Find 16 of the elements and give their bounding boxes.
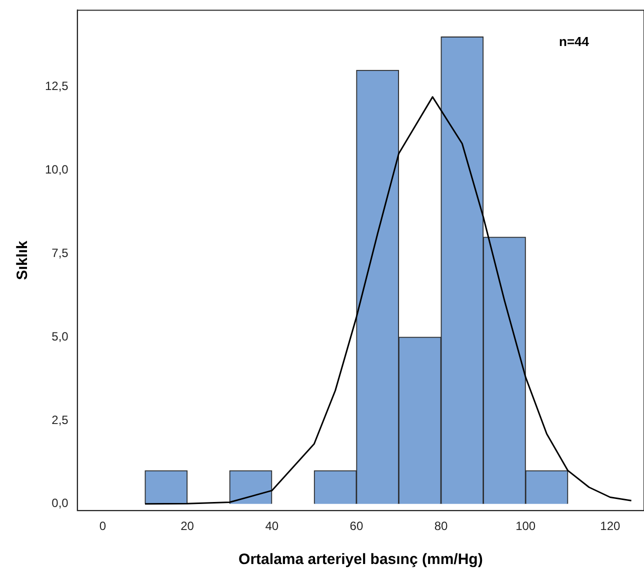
x-tick-label: 0 [99, 519, 106, 534]
x-tick-label: 80 [434, 519, 448, 534]
y-tick-label: 7,5 [52, 246, 69, 260]
x-tick-label: 60 [350, 519, 364, 534]
y-tick-label: 2,5 [52, 412, 69, 427]
x-tick-label: 20 [180, 519, 194, 534]
y-tick-label: 10,0 [44, 162, 69, 177]
y-tick-label: 0,0 [52, 496, 69, 510]
y-axis-title: Sıklık [14, 240, 32, 280]
y-tick-label: 5,0 [52, 329, 69, 344]
x-tick-label: 40 [265, 519, 279, 534]
x-axis-title: Ortalama arteriyel basınç (mm/Hg) [238, 551, 483, 568]
annotation: n=44 [559, 34, 590, 49]
x-tick-label: 100 [516, 519, 536, 534]
x-tick-label: 120 [600, 519, 621, 534]
y-tick-label: 12,5 [44, 79, 69, 94]
